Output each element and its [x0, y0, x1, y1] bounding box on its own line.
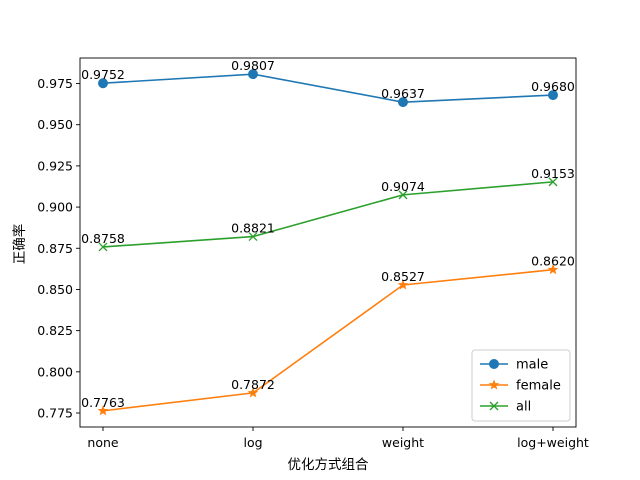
data-point-all	[548, 177, 558, 187]
x-tick-label: log+weight	[517, 435, 589, 450]
y-tick-label: 0.950	[37, 117, 73, 132]
y-tick-label: 0.925	[37, 158, 73, 173]
data-point-all-stroke-b	[548, 177, 558, 187]
data-point-female	[547, 264, 559, 275]
x-tick-label: none	[87, 435, 118, 450]
legend-marker-all-stroke-b	[489, 401, 499, 411]
data-point-all	[398, 190, 408, 200]
plot-area: 0.775 0.800 0.825 0.850 0.875 0.900 0.925 0.950…	[37, 57, 589, 450]
y-tick-label: 0.800	[37, 364, 73, 379]
data-point-male	[548, 90, 558, 101]
data-label-all: 0.8821	[231, 221, 275, 236]
legend-label-male: male	[516, 358, 548, 373]
data-label-all: 0.8758	[81, 231, 125, 246]
data-point-male	[248, 69, 258, 80]
data-label-male: 0.9680	[531, 79, 575, 94]
data-label-female: 0.7872	[231, 377, 275, 392]
y-axis-label: 正确率	[11, 224, 28, 265]
legend-marker-all	[489, 401, 499, 411]
x-tick-label: weight	[382, 435, 424, 450]
series-line-male	[102, 73, 554, 103]
data-label-female: 0.7763	[81, 395, 125, 410]
y-tick-label: 0.850	[37, 282, 73, 297]
legend-marker-female	[488, 379, 500, 390]
y-tick-label: 0.875	[37, 241, 73, 256]
y-tick-label: 0.975	[37, 76, 73, 91]
data-point-male	[398, 97, 408, 108]
data-point-all-stroke-b	[248, 232, 258, 242]
series-line-female	[102, 268, 554, 412]
axes-frame	[79, 57, 577, 428]
series-line-all	[102, 181, 554, 248]
data-point-all-stroke-b	[98, 242, 108, 252]
legend-label-all: all	[516, 400, 531, 415]
data-point-all-stroke-b	[398, 190, 408, 200]
y-tick-label: 0.775	[37, 405, 73, 420]
data-label-female: 0.8527	[381, 269, 425, 284]
x-tick-label: log	[243, 435, 262, 450]
legend-marker-male	[489, 359, 499, 369]
x-axis-label: 优化方式组合	[288, 457, 369, 473]
data-label-male: 0.9637	[381, 86, 425, 101]
y-tick-label: 0.900	[37, 200, 73, 215]
data-label-male: 0.9752	[81, 67, 125, 82]
data-point-all	[98, 242, 108, 252]
data-point-female	[397, 279, 409, 290]
data-point-male	[98, 78, 108, 89]
data-point-female	[97, 405, 109, 416]
legend-label-female: female	[516, 379, 561, 394]
y-tick-label: 0.825	[37, 323, 73, 338]
data-label-all: 0.9074	[381, 179, 425, 194]
data-label-all: 0.9153	[531, 166, 575, 181]
data-point-female	[247, 387, 259, 398]
data-label-female: 0.8620	[531, 254, 575, 269]
data-point-all	[248, 232, 258, 242]
data-label-male: 0.9807	[231, 58, 275, 73]
